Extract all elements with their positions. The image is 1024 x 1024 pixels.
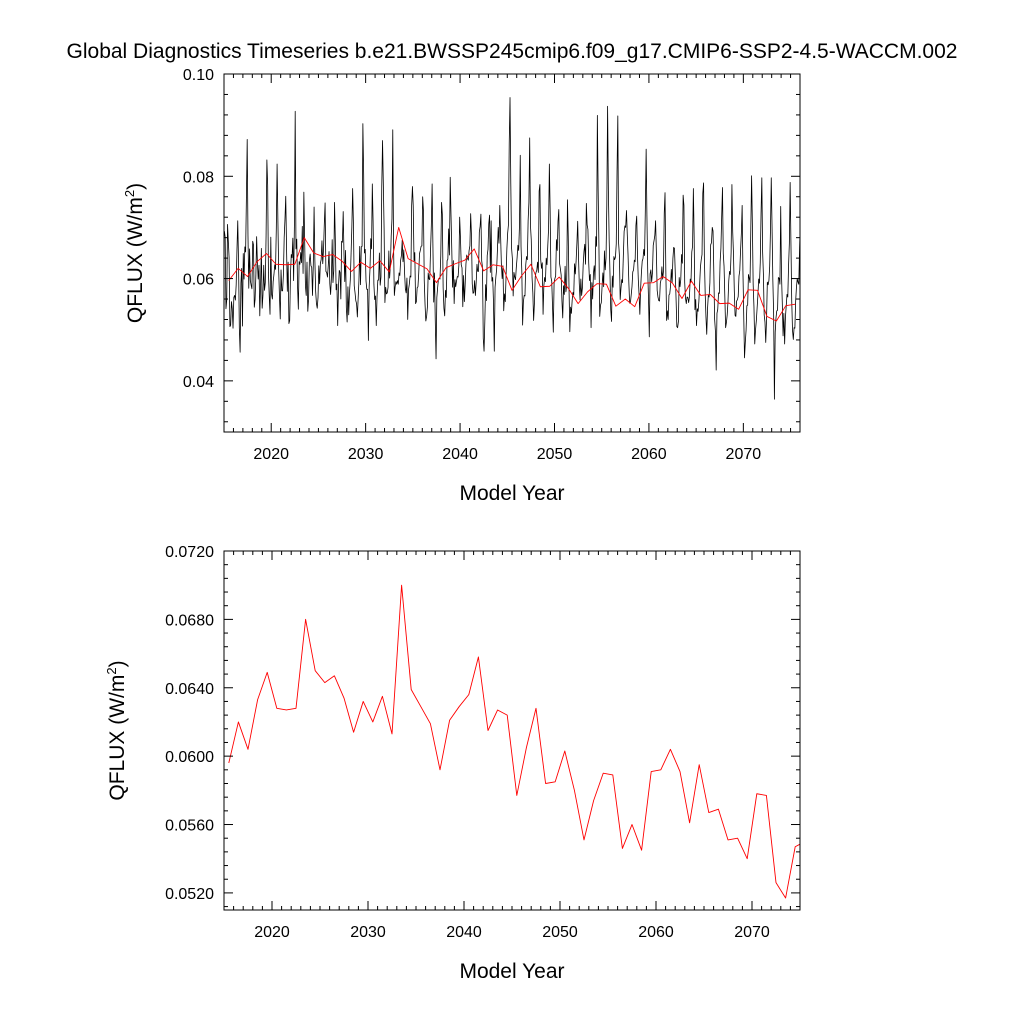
bottom-plot-panel: 2020 2030 2040 2050 2060 2070 0.0520 0.0560 0.06… [104,544,801,983]
y-tick-label: 0.06 [183,272,214,289]
y-axis-label-main: QFLUX (W/m [106,675,129,801]
y-axis-label-superscript: 2 [122,190,137,197]
x-tick-label: 2030 [348,446,384,463]
x-axis-label: Model Year [459,482,564,505]
x-tick-label: 2060 [638,924,674,941]
x-tick-label: 2070 [726,446,762,463]
plot-frame [223,73,801,433]
y-tick-label: 0.0560 [165,818,214,835]
y-tick-label: 0.0720 [165,544,214,561]
x-axis-label: Model Year [459,960,564,983]
y-axis-label-main: QFLUX (W/m [124,197,147,323]
x-tick-label: 2040 [446,924,482,941]
y-tick-label: 0.0680 [165,612,214,629]
y-axis-label-superscript: 2 [104,667,119,674]
x-tick-label: 2020 [254,924,290,941]
series-line-annual-mean [228,226,796,322]
top-plot-panel: 2020 2030 2040 2050 2060 2070 0.04 0.06 0.08 0.10… [122,67,801,505]
series-line-monthly [224,97,800,400]
y-tick-label: 0.04 [183,374,214,391]
y-axis-label: QFLUX (W/m2) [104,660,129,800]
y-tick-label: 0.10 [183,67,214,84]
x-tick-label: 2020 [253,446,289,463]
series-line-annual-mean [228,584,800,899]
x-tick-label: 2050 [537,446,573,463]
y-tick-label: 0.0520 [165,886,214,903]
y-tick-label: 0.0640 [165,681,214,698]
y-tick-label: 0.0600 [165,749,214,766]
y-tick-label: 0.08 [183,169,214,186]
y-axis-label-close: ) [124,183,147,190]
x-tick-label: 2050 [542,924,578,941]
x-tick-label: 2030 [350,924,386,941]
y-axis-label: QFLUX (W/m2) [122,183,147,323]
x-tick-label: 2060 [631,446,667,463]
chart-title: Global Diagnostics Timeseries b.e21.BWSS… [67,40,958,63]
x-tick-label: 2040 [442,446,478,463]
y-axis-label-close: ) [106,660,129,667]
x-tick-label: 2070 [734,924,770,941]
plot-frame [223,550,801,911]
